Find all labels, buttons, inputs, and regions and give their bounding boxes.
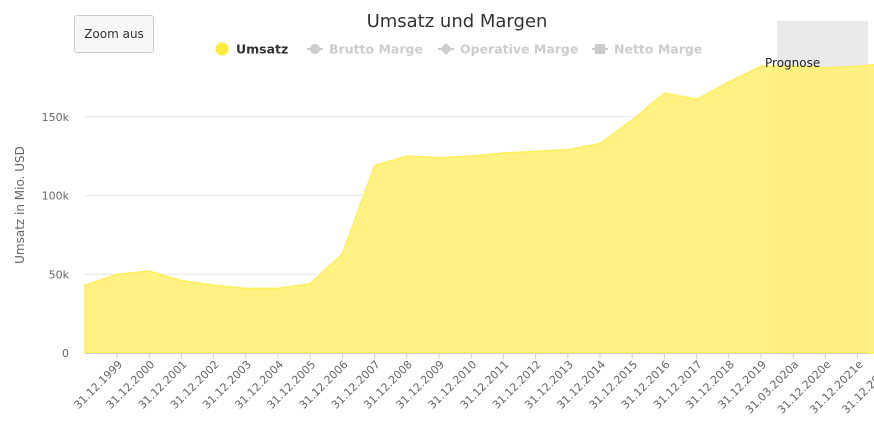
legend-label: Brutto Marge [329,42,423,57]
zoom-out-button[interactable]: Zoom aus [74,15,154,53]
y-axis-label: Umsatz in Mio. USD [13,146,27,264]
legend-marker [215,42,229,56]
legend-marker [595,44,605,54]
legend-marker [440,43,452,55]
area-series-umsatz[interactable] [84,63,874,354]
y-tick-label: 50k [49,268,70,281]
legend-label: Netto Marge [614,42,702,57]
legend-item-2[interactable]: Brutto Marge [307,42,423,57]
legend-item-3[interactable]: Operative Marge [438,42,578,57]
legend-item-1[interactable]: Umsatz [215,42,289,57]
forecast-label: Prognose [765,56,820,70]
chart-title: Umsatz und Margen [367,11,548,32]
legend-label: Umsatz [236,42,288,57]
y-tick-label: 100k [42,190,70,203]
y-tick-label: 0 [62,347,69,360]
legend-label: Operative Marge [460,42,578,57]
legend-item-4[interactable]: Netto Marge [592,42,702,57]
y-tick-label: 150k [42,111,70,124]
legend-marker [310,44,320,54]
